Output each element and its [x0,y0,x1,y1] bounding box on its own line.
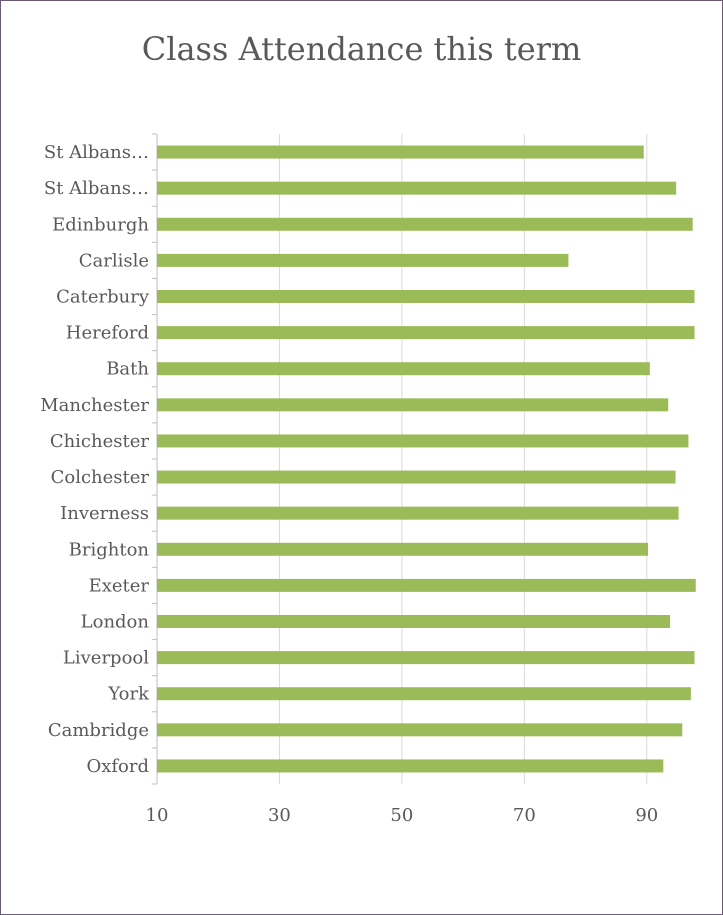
bar [157,542,649,556]
bar [157,578,696,592]
bar [157,253,569,267]
category-label: Colchester [51,467,150,488]
bar [157,326,695,340]
bar [157,398,669,412]
bar [157,362,650,376]
bar [157,470,676,484]
bar [157,217,693,231]
x-tick-label: 30 [268,805,291,826]
x-tick-label: 70 [513,805,536,826]
category-label: Inverness [60,503,149,524]
category-label: St Albans… [44,178,149,199]
bar [157,651,695,665]
category-label: Liverpool [63,648,149,669]
category-label: Caterbury [56,287,150,308]
grid-lines [152,133,648,785]
category-labels: St Albans… St Albans… Edinburgh Carlisle Cat… [40,142,150,777]
category-label: Exeter [89,575,150,596]
bar [157,723,683,737]
bar [157,181,677,195]
category-label: London [81,612,150,633]
category-label: York [107,684,150,705]
bars [157,145,696,773]
x-tick-label: 50 [390,805,413,826]
category-label: Chichester [50,431,150,452]
bar [157,290,695,303]
chart-title: Class Attendance this term [141,30,582,68]
bar [157,145,644,159]
category-label: Oxford [86,756,149,777]
category-label: Manchester [40,395,149,416]
category-label: Edinburgh [52,214,149,235]
x-tick-labels: 10 30 50 70 90 [146,805,659,826]
bar [157,759,664,773]
x-tick-label: 90 [635,805,658,826]
bar [157,687,691,701]
category-label: Carlisle [79,250,149,271]
category-label: Hereford [66,323,149,344]
category-label: Cambridge [48,720,149,741]
bar [157,506,679,520]
category-label: Bath [106,359,149,380]
x-tick-label: 10 [146,805,169,826]
bar [157,615,671,628]
category-label: Brighton [69,539,150,560]
bar [157,434,689,448]
category-label: St Albans… [44,142,149,163]
